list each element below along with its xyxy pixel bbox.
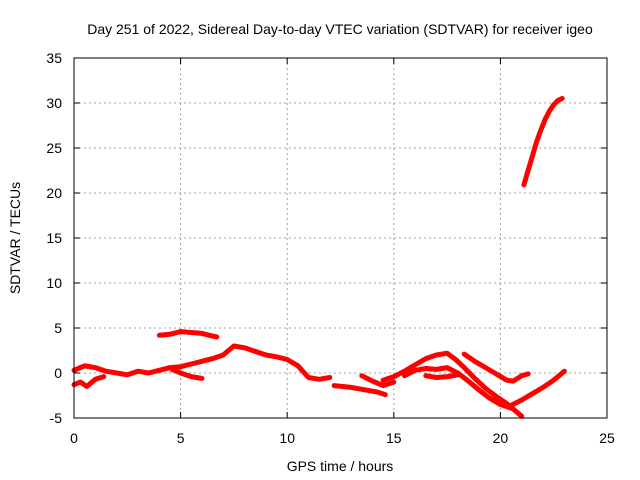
series-track-11	[508, 368, 567, 408]
series-track-3	[156, 329, 220, 340]
x-axis-label: GPS time / hours	[287, 458, 394, 474]
y-tick-label: 30	[46, 95, 62, 111]
series-track-1	[71, 343, 333, 382]
series-track-2	[71, 374, 107, 389]
y-tick-label: 35	[46, 50, 62, 66]
y-ticks: -5 0 5 10 15 20 25 30 35	[46, 50, 607, 426]
series-track-5	[331, 383, 388, 398]
y-tick-label: 5	[54, 320, 62, 336]
chart-title: Day 251 of 2022, Sidereal Day-to-day VTE…	[87, 21, 593, 37]
x-ticks: 0 5 10 15 20 25	[70, 58, 615, 446]
series-group	[71, 96, 567, 419]
series-track-10	[461, 351, 531, 384]
x-tick-label: 25	[599, 430, 615, 446]
x-tick-label: 10	[279, 430, 295, 446]
y-tick-label: 10	[46, 275, 62, 291]
x-tick-label: 15	[386, 430, 402, 446]
series-track-7	[380, 350, 525, 419]
y-tick-label: 15	[46, 230, 62, 246]
series-track-12	[521, 96, 565, 188]
series-track-6	[359, 373, 397, 389]
x-tick-label: 0	[70, 430, 78, 446]
y-tick-label: -5	[50, 410, 63, 426]
y-tick-label: 20	[46, 185, 62, 201]
y-tick-label: 25	[46, 140, 62, 156]
series-track-9	[423, 372, 461, 380]
y-tick-label: 0	[54, 365, 62, 381]
x-tick-label: 5	[177, 430, 185, 446]
y-axis-label: SDTVAR / TECUs	[7, 182, 23, 294]
series-track-4	[169, 366, 205, 381]
grid	[74, 58, 607, 418]
x-tick-label: 20	[493, 430, 509, 446]
